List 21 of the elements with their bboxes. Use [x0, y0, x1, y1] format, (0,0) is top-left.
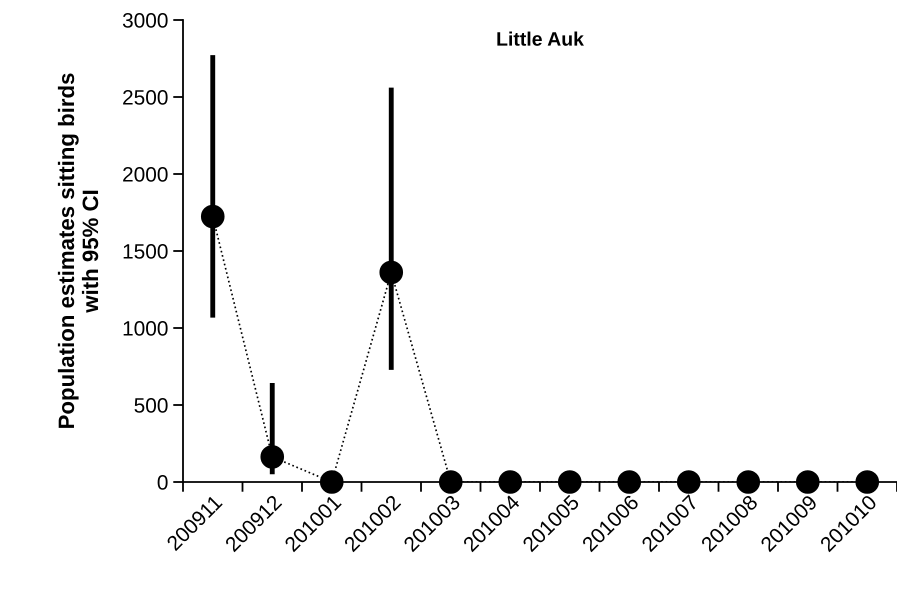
point — [796, 470, 820, 494]
y-tick-label: 0 — [158, 475, 168, 490]
y-tick-label: 1000 — [124, 321, 168, 336]
point — [676, 470, 701, 494]
point — [379, 260, 404, 284]
point — [558, 470, 582, 494]
point — [438, 470, 463, 494]
point — [855, 470, 880, 494]
y-axis-title: Population estimates sitting birds with 95% CI — [58, 73, 98, 428]
point — [200, 204, 225, 228]
point — [498, 470, 522, 494]
point — [736, 470, 760, 494]
y-tick-label: 3000 — [122, 13, 168, 28]
point — [617, 470, 642, 494]
y-tick-label: 2500 — [123, 90, 168, 105]
y-tick-label: 1500 — [124, 244, 168, 259]
point — [320, 470, 344, 494]
point — [260, 445, 284, 469]
y-tick-label: 2000 — [123, 167, 168, 182]
chart-title: Little Auk — [497, 32, 584, 46]
y-tick-label: 500 — [134, 398, 168, 413]
